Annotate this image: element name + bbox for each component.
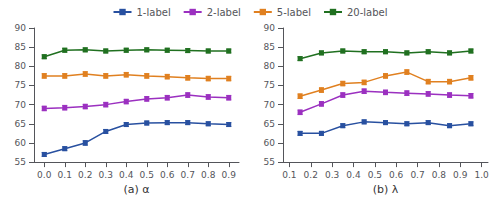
svg-text:0.9: 0.9	[222, 170, 237, 180]
svg-text:0.3: 0.3	[99, 170, 113, 180]
svg-text:0.4: 0.4	[119, 170, 134, 180]
svg-text:80: 80	[264, 61, 276, 71]
svg-text:0.4: 0.4	[346, 170, 361, 180]
svg-text:0.6: 0.6	[389, 170, 404, 180]
svg-text:90: 90	[15, 23, 27, 33]
svg-text:75: 75	[264, 80, 275, 90]
svg-text:0.7: 0.7	[181, 170, 195, 180]
svg-text:65: 65	[15, 119, 26, 129]
svg-text:0.8: 0.8	[432, 170, 447, 180]
svg-text:0.1: 0.1	[58, 170, 72, 180]
svg-text:60: 60	[264, 138, 276, 148]
svg-text:0.7: 0.7	[410, 170, 424, 180]
svg-text:85: 85	[264, 42, 275, 52]
svg-text:20-label: 20-label	[347, 7, 388, 18]
svg-text:60: 60	[15, 138, 27, 148]
svg-text:75: 75	[15, 80, 26, 90]
svg-text:85: 85	[15, 42, 26, 52]
svg-text:70: 70	[15, 100, 27, 110]
svg-text:0.5: 0.5	[368, 170, 382, 180]
svg-text:0.2: 0.2	[304, 170, 318, 180]
svg-text:5-label: 5-label	[277, 7, 311, 18]
svg-text:0.3: 0.3	[325, 170, 339, 180]
svg-text:0.5: 0.5	[140, 170, 154, 180]
svg-text:(a) α: (a) α	[123, 183, 149, 196]
svg-text:90: 90	[264, 23, 276, 33]
svg-text:1.0: 1.0	[474, 170, 489, 180]
svg-text:55: 55	[264, 157, 275, 167]
svg-text:1-label: 1-label	[137, 7, 171, 18]
svg-text:(b) λ: (b) λ	[373, 183, 399, 196]
svg-text:65: 65	[264, 119, 275, 129]
svg-text:2-label: 2-label	[207, 7, 241, 18]
svg-text:0.2: 0.2	[78, 170, 92, 180]
svg-text:0.8: 0.8	[201, 170, 216, 180]
svg-text:0.9: 0.9	[453, 170, 468, 180]
svg-text:0.1: 0.1	[282, 170, 296, 180]
svg-text:80: 80	[15, 61, 27, 71]
svg-text:55: 55	[15, 157, 26, 167]
svg-text:70: 70	[264, 100, 276, 110]
svg-text:0.6: 0.6	[160, 170, 175, 180]
svg-text:0.0: 0.0	[37, 170, 52, 180]
